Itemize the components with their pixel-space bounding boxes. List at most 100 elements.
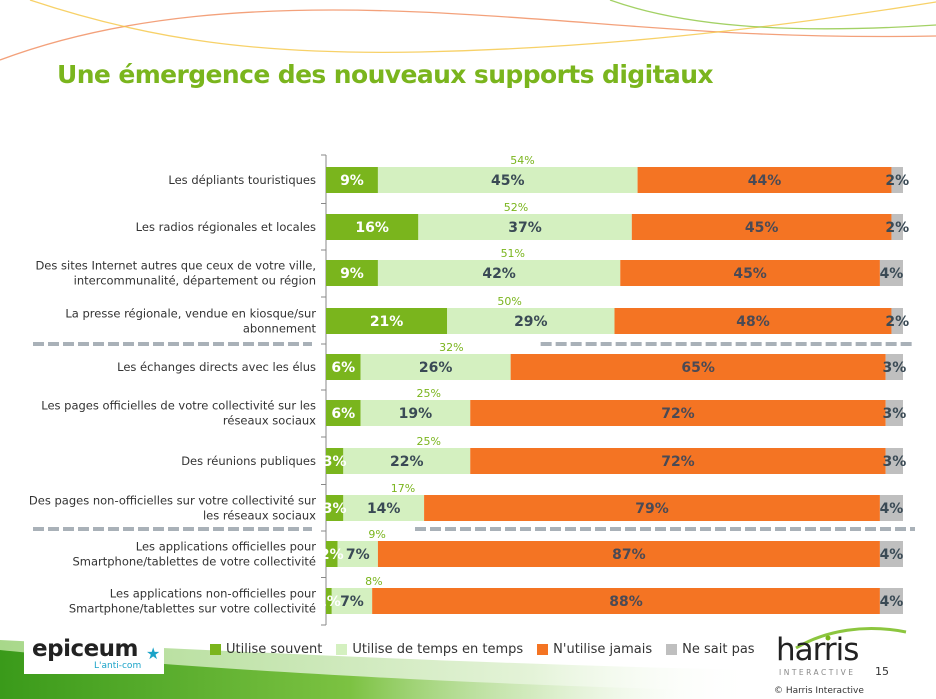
- category-label: Des réunions publiques: [181, 454, 316, 468]
- segment-value-label: 2%: [885, 220, 909, 236]
- legend-swatch: [537, 644, 549, 655]
- legend-swatch: [336, 644, 348, 655]
- bar-segment-2: [447, 308, 615, 334]
- segment-value-label: 3%: [882, 360, 906, 376]
- footer-green-wave: [0, 640, 760, 699]
- segment-value-label: 42%: [482, 266, 516, 282]
- bar-segment-1: [326, 448, 344, 474]
- total-users-label: 50%: [497, 295, 521, 308]
- epiceum-logo: epiceum ★ L'anti-com: [24, 634, 164, 674]
- bar-segment-2: [343, 495, 425, 521]
- bar-segment-3: [614, 308, 892, 334]
- bar-segment-2: [377, 260, 621, 286]
- legend-swatch: [210, 644, 221, 655]
- bar-segment-3: [470, 448, 886, 474]
- segment-value-label: 6%: [331, 406, 355, 422]
- segment-value-label: 14%: [367, 501, 401, 517]
- legend-item-n-utilise-jamais: N'utilise jamais: [537, 642, 652, 657]
- category-label: abonnement: [243, 322, 317, 336]
- segment-value-label: 16%: [355, 220, 389, 236]
- decorative-swoosh-lines: [0, 0, 936, 61]
- category-label: Les applications non-officielles pour: [110, 587, 316, 601]
- legend-label: Ne sait pas: [682, 642, 755, 657]
- segment-value-label: 4%: [880, 266, 904, 282]
- total-users-label: 17%: [391, 482, 415, 495]
- segment-value-label: 2%: [320, 547, 344, 563]
- total-users-label: 25%: [417, 435, 441, 448]
- legend-item-utilise-souvent: Utilise souvent: [210, 642, 322, 657]
- legend-label: Utilise souvent: [226, 642, 323, 657]
- segment-value-label: 1%: [317, 594, 341, 610]
- yellow-swoosh: [29, 0, 936, 54]
- harris-tagline: INTERACTIVE: [779, 668, 856, 677]
- segment-value-label: 7%: [340, 594, 364, 610]
- segment-value-label: 7%: [346, 547, 370, 563]
- bar-segment-4: [891, 167, 903, 193]
- total-users-label: 25%: [417, 387, 441, 400]
- total-users-label: 8%: [365, 575, 382, 588]
- total-users-label: 54%: [510, 154, 534, 167]
- category-label: Les pages officielles de votre collectiv…: [41, 399, 316, 413]
- slide-title: Une émergence des nouveaux supports digi…: [57, 60, 714, 89]
- category-label: Des sites Internet autres que ceux de vo…: [35, 259, 316, 273]
- segment-value-label: 6%: [331, 360, 355, 376]
- bar-segment-1: [326, 167, 378, 193]
- category-label: les réseaux sociaux: [203, 509, 316, 523]
- stacked-bar-chart: Les dépliants touristiques 9% 45% 44% 2% 54% L…: [29, 154, 915, 626]
- bar-segment-1: [326, 541, 338, 567]
- category-label: Smartphone/tablettes de votre collectivi…: [72, 555, 316, 569]
- legend-item-ne-sait-pas: Ne sait pas: [666, 642, 755, 657]
- bar-segment-1: [326, 400, 361, 426]
- segment-value-label: 87%: [612, 547, 646, 563]
- bar-segment-1: [326, 214, 419, 240]
- bar-segment-3: [637, 167, 892, 193]
- bar-segment-3: [377, 541, 880, 567]
- segment-value-label: 4%: [880, 547, 904, 563]
- bar-segment-2: [418, 214, 632, 240]
- bar-segment-3: [631, 214, 892, 240]
- category-label: Les applications officielles pour: [136, 540, 316, 554]
- segment-value-label: 4%: [880, 594, 904, 610]
- bar-segment-4: [879, 588, 903, 614]
- segment-value-label: 37%: [508, 220, 542, 236]
- segment-value-label: 45%: [491, 173, 525, 189]
- orange-swoosh: [0, 9, 936, 61]
- bar-segment-3: [424, 495, 880, 521]
- segment-value-label: 48%: [736, 314, 770, 330]
- legend-label: N'utilise jamais: [553, 642, 653, 657]
- segment-value-label: 21%: [370, 314, 404, 330]
- total-users-label: 9%: [368, 528, 385, 541]
- star-icon: ★: [146, 646, 161, 663]
- bar-segment-3: [620, 260, 880, 286]
- bar-segment-3: [470, 400, 886, 426]
- segment-value-label: 3%: [323, 501, 347, 517]
- bar-segment-2: [337, 541, 378, 567]
- segment-value-label: 9%: [340, 173, 364, 189]
- segment-value-label: 45%: [745, 220, 779, 236]
- total-users-label: 51%: [501, 247, 525, 260]
- segment-value-label: 29%: [514, 314, 548, 330]
- green-swoosh: [609, 0, 936, 30]
- bar-segment-2: [360, 354, 511, 380]
- segment-value-label: 22%: [390, 454, 424, 470]
- category-label: Des pages non-officielles sur votre coll…: [29, 494, 316, 508]
- chart-legend: Utilise souvent Utilise de temps en temp…: [210, 642, 755, 657]
- segment-value-label: 2%: [885, 173, 909, 189]
- epiceum-tagline: L'anti-com: [94, 661, 142, 671]
- segment-value-label: 72%: [661, 454, 695, 470]
- bar-segment-3: [372, 588, 880, 614]
- page-number: 15: [875, 665, 889, 678]
- bar-segment-4: [885, 400, 903, 426]
- bar-segment-2: [343, 448, 471, 474]
- segment-value-label: 88%: [609, 594, 643, 610]
- harris-swoosh-icon: [795, 627, 907, 650]
- segment-value-label: 79%: [635, 501, 669, 517]
- bar-segment-2: [377, 167, 638, 193]
- bar-segment-2: [331, 588, 373, 614]
- bar-segment-3: [510, 354, 886, 380]
- segment-value-label: 45%: [733, 266, 767, 282]
- copyright-text: © Harris Interactive: [774, 686, 864, 696]
- legend-label: Utilise de temps en temps: [352, 642, 524, 657]
- total-users-label: 32%: [439, 341, 463, 354]
- harris-wordmark: harris: [776, 632, 859, 668]
